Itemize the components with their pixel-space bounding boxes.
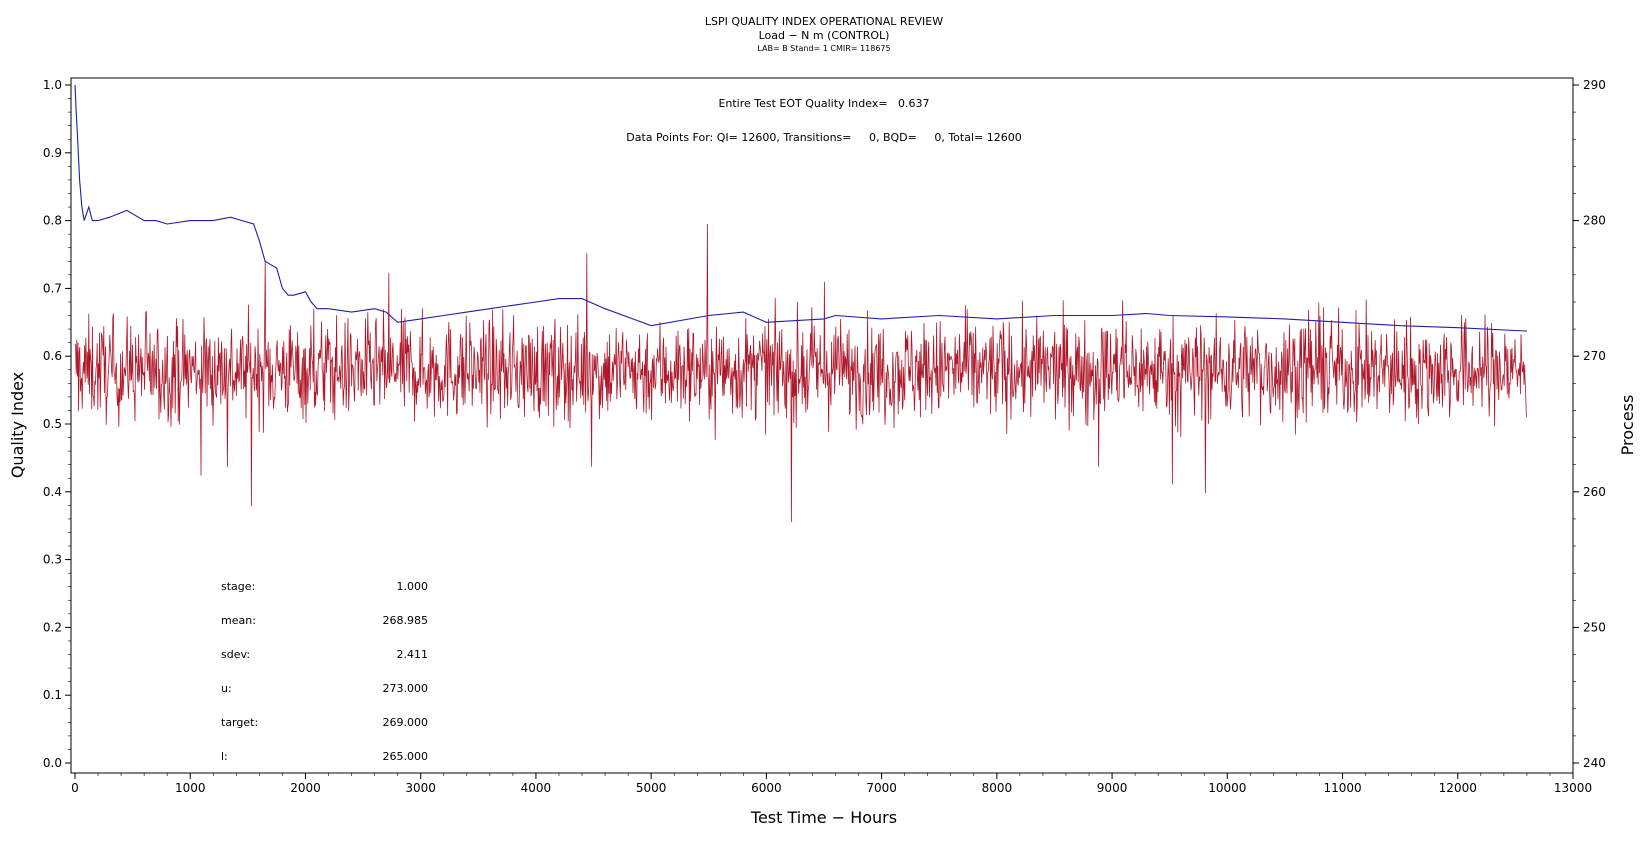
y-tick-label: 0.0 bbox=[43, 756, 62, 770]
stat-label: stage: bbox=[221, 580, 255, 593]
eot-quality-index: Entire Test EOT Quality Index= 0.637 bbox=[718, 97, 929, 110]
y-tick-label: 0.4 bbox=[43, 485, 62, 499]
x-axis: 0 1000 2000 3000 4000 5000 6000 7000 8000 9000 100… bbox=[71, 773, 1592, 795]
stat-value: 273.000 bbox=[383, 682, 429, 695]
x-tick-label: 9000 bbox=[1097, 781, 1128, 795]
y2-tick-label: 250 bbox=[1583, 620, 1606, 634]
y-tick-label: 0.7 bbox=[43, 281, 62, 295]
y-tick-label: 0.6 bbox=[43, 349, 62, 363]
x-tick-label: 6000 bbox=[751, 781, 782, 795]
stat-value: 2.411 bbox=[397, 648, 429, 661]
stat-label: sdev: bbox=[221, 648, 250, 661]
y-tick-label: 0.2 bbox=[43, 620, 62, 634]
process-line bbox=[74, 223, 1527, 523]
plot-frame bbox=[70, 77, 1574, 774]
stat-label: mean: bbox=[221, 614, 256, 627]
x-tick-label: 12000 bbox=[1439, 781, 1477, 795]
y-tick-label: 1.0 bbox=[43, 78, 62, 92]
quality-index-series bbox=[74, 84, 1527, 332]
x-axis-label: Test Time − Hours bbox=[750, 808, 897, 827]
y-tick-label: 0.5 bbox=[43, 417, 62, 431]
x-tick-label: 10000 bbox=[1208, 781, 1246, 795]
y2-tick-label: 260 bbox=[1583, 485, 1606, 499]
x-tick-label: 5000 bbox=[636, 781, 667, 795]
x-tick-label: 1000 bbox=[175, 781, 206, 795]
chart-subtitle: Load − N m (CONTROL) bbox=[759, 29, 890, 42]
chart-subtitle-2: LAB= B Stand= 1 CMIR= 118675 bbox=[757, 44, 890, 53]
y-tick-label: 0.9 bbox=[43, 146, 62, 160]
x-tick-label: 13000 bbox=[1554, 781, 1592, 795]
y2-tick-label: 240 bbox=[1583, 756, 1606, 770]
x-tick-label: 2000 bbox=[290, 781, 321, 795]
data-points-summary: Data Points For: QI= 12600, Transitions=… bbox=[626, 131, 1021, 144]
x-tick-label: 7000 bbox=[866, 781, 897, 795]
stat-label: target: bbox=[221, 716, 258, 729]
y-tick-label: 0.3 bbox=[43, 553, 62, 567]
y-tick-label: 0.8 bbox=[43, 214, 62, 228]
stat-value: 268.985 bbox=[383, 614, 429, 627]
y-axis-left: 0.0 0.1 0.2 0.3 0.4 0.5 0.6 0.7 0.8 0.9 1.0 bbox=[43, 78, 71, 770]
quality-index-line bbox=[74, 84, 1527, 332]
x-tick-label: 0 bbox=[71, 781, 79, 795]
x-tick-label: 3000 bbox=[405, 781, 436, 795]
stat-label: l: bbox=[221, 750, 228, 763]
process-series bbox=[74, 223, 1527, 523]
stats-block: stage: 1.000 mean: 268.985 sdev: 2.411 u: 273.0… bbox=[221, 580, 428, 763]
y2-tick-label: 290 bbox=[1583, 78, 1606, 92]
stat-value: 269.000 bbox=[383, 716, 429, 729]
y-tick-label: 0.1 bbox=[43, 688, 62, 702]
chart-title: LSPI QUALITY INDEX OPERATIONAL REVIEW bbox=[705, 15, 943, 28]
y2-tick-label: 270 bbox=[1583, 349, 1606, 363]
stat-value: 1.000 bbox=[397, 580, 429, 593]
y-axis-label: Quality Index bbox=[8, 372, 27, 478]
stat-value: 265.000 bbox=[383, 750, 429, 763]
y-axis-right: 240 250 260 270 280 290 bbox=[1573, 78, 1606, 770]
y2-axis-label: Process bbox=[1618, 395, 1637, 456]
y2-tick-label: 280 bbox=[1583, 214, 1606, 228]
stat-label: u: bbox=[221, 682, 232, 695]
x-tick-label: 4000 bbox=[521, 781, 552, 795]
x-tick-label: 8000 bbox=[982, 781, 1013, 795]
x-tick-label: 11000 bbox=[1323, 781, 1361, 795]
